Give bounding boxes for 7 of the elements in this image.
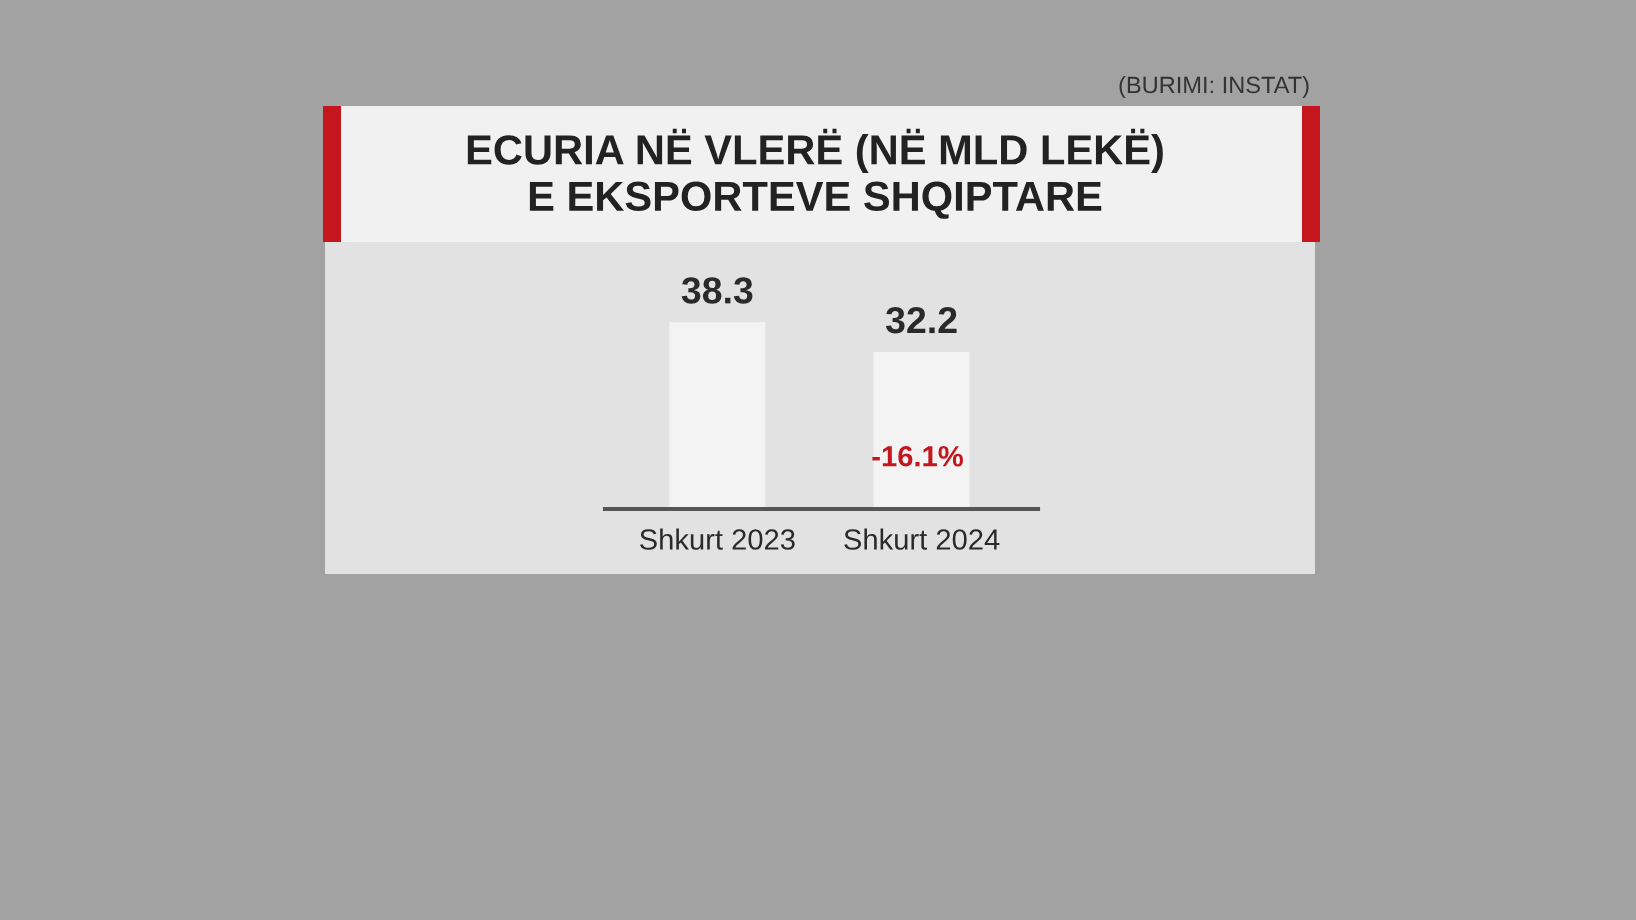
annotation: -16.1% — [872, 445, 963, 467]
data-label: 32.2 — [885, 306, 957, 334]
text: (BURIMI: INSTAT) — [1119, 76, 1309, 98]
data-label: 38.3 — [681, 277, 753, 304]
x-tick-label: Shkurt 2024 — [844, 528, 1000, 550]
chart-title: ECURIA NË VLERË (NË MLD LEKË) E EKSPORTEVE SHQIPTARE — [467, 128, 1163, 219]
x-tick-label: Shkurt 2023 — [640, 528, 795, 550]
